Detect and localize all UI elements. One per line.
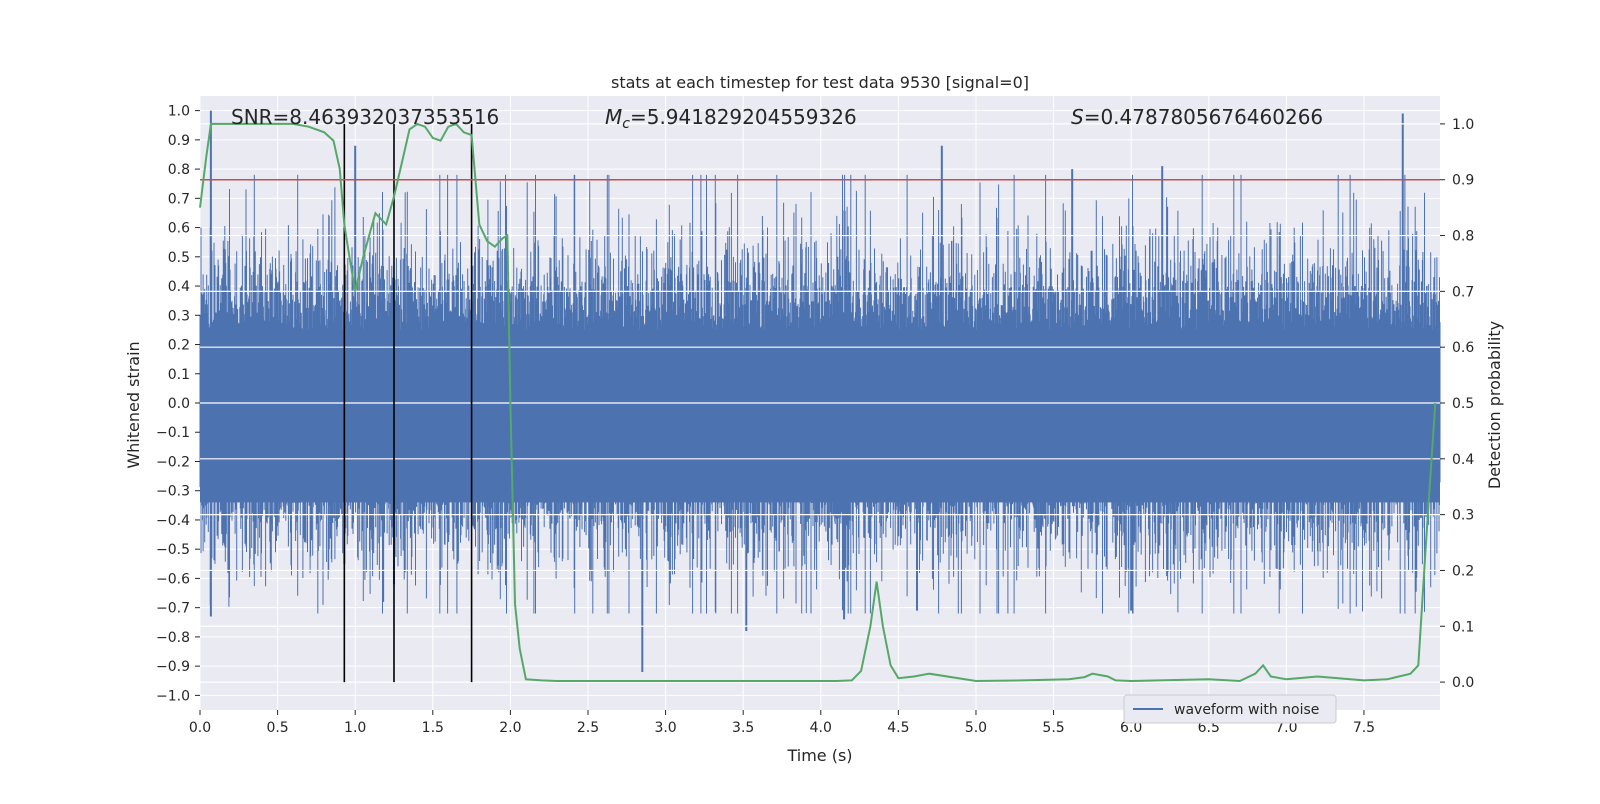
y2-tick-label: 0.0 (1452, 675, 1474, 691)
x-tick-label: 3.0 (654, 720, 676, 736)
y-tick-label: 1.0 (168, 104, 190, 120)
y-tick-label: 0.1 (168, 367, 190, 383)
waveform-series (199, 110, 1441, 672)
s-value: =0.4787805676460266 (1084, 105, 1323, 129)
y-tick-label: −0.2 (156, 454, 190, 470)
x-tick-label: 7.0 (1275, 720, 1297, 736)
y-tick-label: −1.0 (156, 688, 190, 704)
y-tick-label: 0.2 (168, 338, 190, 354)
y-axis-label: Whitened strain (124, 341, 143, 468)
x-tick-label: 6.5 (1198, 720, 1220, 736)
y2-tick-label: 0.2 (1452, 563, 1474, 579)
legend-label: waveform with noise (1174, 702, 1319, 718)
probability-series (199, 122, 1437, 683)
y2-tick-label: 0.3 (1452, 508, 1474, 524)
x-tick-label: 5.5 (1042, 720, 1064, 736)
legend: waveform with noise (1123, 694, 1337, 724)
y2-tick-label: 0.5 (1452, 396, 1474, 412)
y2-tick-label: 0.8 (1452, 229, 1474, 245)
x-tick-label: 5.0 (965, 720, 987, 736)
x-axis-ticks: 0.0 0.5 1.0 1.5 2.0 2.5 3.0 3.5 4.0 4.5 5.0 5.5 6.0 6… (189, 710, 1375, 736)
y-tick-label: 0.6 (168, 221, 190, 237)
y-tick-label: −0.3 (156, 484, 190, 500)
y-tick-label: −0.7 (156, 601, 190, 617)
y2-tick-label: 0.6 (1452, 340, 1474, 356)
y-tick-label: −0.4 (156, 513, 190, 529)
gridlines-over (200, 123, 1440, 683)
x-tick-label: 0.0 (189, 720, 211, 736)
y-tick-label: 0.3 (168, 308, 190, 324)
y2-tick-label: 0.9 (1452, 173, 1474, 189)
y2-tick-label: 1.0 (1452, 117, 1474, 133)
y-tick-label: −0.1 (156, 425, 190, 441)
y-tick-label: 0.9 (168, 133, 190, 149)
y-axis-ticks: 1.0 0.9 0.8 0.7 0.6 0.5 0.4 0.3 0.2 0.1 0.0 −0.1 −0.… (156, 104, 200, 704)
y-tick-label: −0.8 (156, 630, 190, 646)
y-tick-label: −0.9 (156, 659, 190, 675)
x-tick-label: 7.5 (1353, 720, 1375, 736)
mc-annotation: Mc=5.941829204559326 (605, 105, 857, 132)
chart-title: stats at each timestep for test data 953… (611, 73, 1029, 92)
y-tick-label: 0.8 (168, 162, 190, 178)
x-tick-label: 4.0 (810, 720, 832, 736)
y2-axis-label: Detection probability (1485, 321, 1504, 489)
x-tick-label: 3.5 (732, 720, 754, 736)
waveform-core (200, 335, 1440, 503)
x-tick-label: 0.5 (266, 720, 288, 736)
x-tick-label: 1.0 (344, 720, 366, 736)
y-tick-label: 0.4 (168, 279, 190, 295)
y-tick-label: 0.5 (168, 250, 190, 266)
snr-annotation: SNR=8.463932037353516 (231, 105, 499, 129)
mc-subscript: c (622, 116, 630, 132)
y2-tick-label: 0.7 (1452, 284, 1474, 300)
legend-box (1123, 694, 1337, 724)
x-tick-label: 1.5 (422, 720, 444, 736)
y-tick-label: 0.0 (168, 396, 190, 412)
y-tick-label: 0.7 (168, 191, 190, 207)
y2-axis-ticks: 1.0 0.9 0.8 0.7 0.6 0.5 0.4 0.3 0.2 0.1 0.0 (1440, 117, 1474, 691)
y-tick-label: −0.5 (156, 542, 190, 558)
y2-tick-label: 0.4 (1452, 452, 1474, 468)
y-tick-label: −0.6 (156, 571, 190, 587)
x-tick-label: 2.5 (577, 720, 599, 736)
mc-symbol: M (605, 105, 622, 129)
y2-tick-label: 0.1 (1452, 619, 1474, 635)
mc-value: =5.941829204559326 (630, 105, 857, 129)
x-tick-label: 2.0 (499, 720, 521, 736)
s-symbol: S (1071, 105, 1084, 129)
x-tick-label: 4.5 (887, 720, 909, 736)
x-axis-label: Time (s) (786, 746, 852, 765)
x-tick-label: 6.0 (1120, 720, 1142, 736)
probability-line (199, 122, 1437, 683)
s-annotation: S=0.4787805676460266 (1071, 105, 1323, 129)
